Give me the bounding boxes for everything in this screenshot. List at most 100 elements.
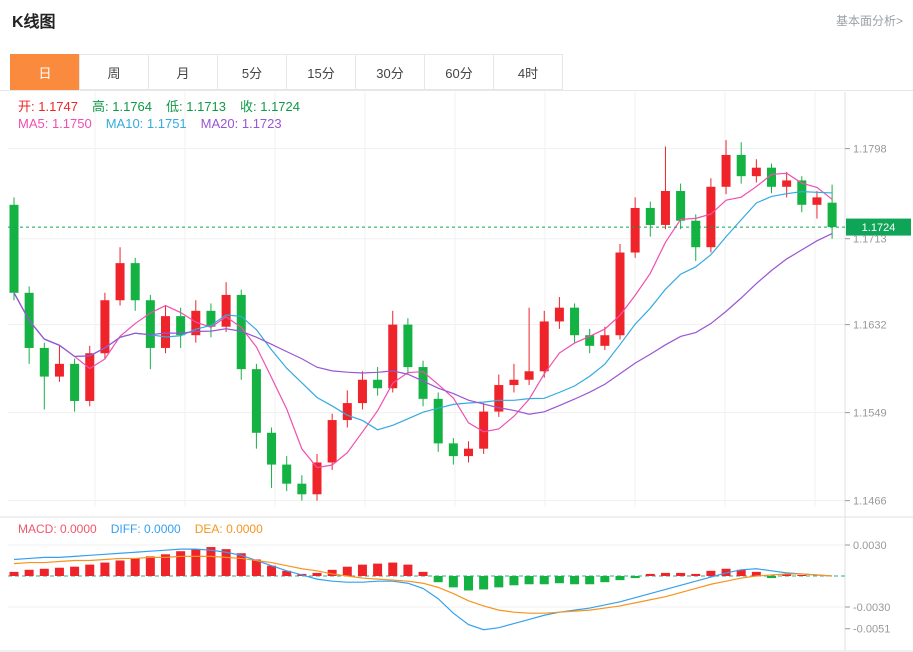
ma20-line bbox=[13, 233, 833, 415]
macd-axis-label: -0.0030 bbox=[853, 602, 890, 614]
page-title: K线图 bbox=[12, 14, 56, 31]
candle-body bbox=[54, 363, 64, 377]
candle-body bbox=[433, 398, 443, 444]
macd-bar bbox=[54, 567, 64, 576]
tab-日[interactable]: 日 bbox=[10, 54, 80, 90]
candle-body bbox=[221, 294, 231, 327]
dea-value-legend: DEA: 0.0000 bbox=[194, 522, 263, 536]
fundamental-analysis-link[interactable]: 基本面分析> bbox=[835, 14, 903, 28]
candle-body bbox=[297, 483, 307, 495]
candle-body bbox=[524, 371, 534, 380]
macd-bar bbox=[797, 574, 807, 576]
candle-body bbox=[570, 307, 580, 336]
ma5-line bbox=[13, 172, 833, 469]
candle-body bbox=[236, 294, 246, 370]
macd-bar bbox=[691, 573, 701, 576]
candle-body bbox=[115, 263, 125, 301]
candle-body bbox=[509, 379, 519, 386]
diff-value-legend: DIFF: 0.0000 bbox=[110, 522, 181, 536]
candle-body bbox=[751, 167, 761, 177]
macd-bar bbox=[600, 576, 610, 583]
macd-bar bbox=[645, 573, 655, 576]
ma-readout: MA5: 1.1750 MA10: 1.1751 MA20: 1.1723 bbox=[18, 116, 296, 131]
macd-bar bbox=[448, 576, 458, 588]
candle-body bbox=[494, 385, 504, 412]
candle-body bbox=[85, 353, 95, 401]
candle-body bbox=[812, 197, 822, 205]
price-axis-label: 1.1713 bbox=[853, 234, 887, 246]
candle-body bbox=[100, 300, 110, 354]
macd-bar bbox=[85, 564, 95, 576]
candle-body bbox=[797, 180, 807, 205]
macd-bar bbox=[357, 564, 367, 576]
macd-bar bbox=[539, 576, 549, 585]
tab-60分[interactable]: 60分 bbox=[424, 54, 494, 90]
macd-bar bbox=[39, 568, 49, 576]
macd-bar bbox=[570, 576, 580, 585]
ohlc-readout: 开: 1.1747 高: 1.1764 低: 1.1713 收: 1.1724 bbox=[18, 96, 314, 115]
tab-4时[interactable]: 4时 bbox=[493, 54, 563, 90]
candle-body bbox=[312, 462, 322, 495]
macd-bar bbox=[660, 572, 670, 576]
macd-bar bbox=[9, 571, 19, 576]
macd-value-legend: MACD: 0.0000 bbox=[18, 522, 97, 536]
candle-body bbox=[267, 432, 277, 465]
candle-body bbox=[282, 464, 292, 484]
tab-5分[interactable]: 5分 bbox=[217, 54, 287, 90]
candle-body bbox=[357, 379, 367, 404]
tab-月[interactable]: 月 bbox=[148, 54, 218, 90]
macd-bar bbox=[464, 576, 473, 591]
axis-frame bbox=[0, 92, 913, 652]
candle-body bbox=[706, 186, 716, 248]
candle-body bbox=[448, 443, 458, 457]
candle-body bbox=[782, 180, 792, 187]
macd-bar bbox=[494, 576, 504, 588]
candle-body bbox=[176, 316, 186, 336]
ohlc-high: 高: 1.1764 bbox=[92, 99, 152, 114]
macd-readout: MACD: 0.0000 DIFF: 0.0000 DEA: 0.0000 bbox=[18, 522, 277, 536]
candle-body bbox=[9, 204, 19, 293]
candle-body bbox=[676, 191, 686, 221]
macd-bar bbox=[251, 559, 261, 576]
macd-bar bbox=[191, 549, 201, 576]
candle-body bbox=[479, 411, 489, 449]
price-axis-label: 1.1798 bbox=[853, 144, 887, 156]
dea-line bbox=[13, 555, 833, 614]
candle-body bbox=[736, 154, 746, 177]
candle-body bbox=[251, 369, 261, 433]
tab-30分[interactable]: 30分 bbox=[355, 54, 425, 90]
tab-周[interactable]: 周 bbox=[79, 54, 149, 90]
candle-body bbox=[630, 207, 640, 253]
macd-bar bbox=[327, 569, 337, 576]
macd-bar bbox=[161, 554, 170, 576]
macd-bar bbox=[342, 566, 352, 576]
macd-bar bbox=[312, 572, 322, 576]
candle-body bbox=[191, 310, 201, 336]
macd-bar bbox=[509, 576, 519, 586]
macd-bar bbox=[403, 564, 413, 576]
ohlc-open: 开: 1.1747 bbox=[18, 99, 78, 114]
macd-axis: 0.0030 -0.0030 -0.0051 bbox=[845, 540, 890, 636]
macd-bar bbox=[630, 576, 640, 579]
macd-axis-label: -0.0051 bbox=[853, 624, 890, 636]
candle-body bbox=[615, 252, 625, 336]
candle-body bbox=[721, 154, 731, 187]
macd-bar bbox=[418, 571, 428, 576]
tab-15分[interactable]: 15分 bbox=[286, 54, 356, 90]
macd-bar bbox=[676, 572, 686, 576]
candle-body bbox=[554, 307, 564, 322]
price-axis-label: 1.1632 bbox=[853, 320, 887, 332]
current-price-pill bbox=[846, 218, 911, 236]
candle-body bbox=[403, 324, 413, 368]
candle-body bbox=[691, 220, 701, 248]
macd-axis-label: 0.0030 bbox=[853, 540, 887, 552]
candle-body bbox=[145, 300, 155, 348]
candle-body bbox=[767, 167, 776, 187]
macd-bar bbox=[554, 576, 564, 584]
macd-bar bbox=[767, 576, 776, 579]
interval-tabbar: 日周月 5分 15分 30分 60分 4时 bbox=[0, 54, 913, 91]
candle-body bbox=[660, 191, 670, 225]
macd-bar bbox=[282, 570, 292, 576]
